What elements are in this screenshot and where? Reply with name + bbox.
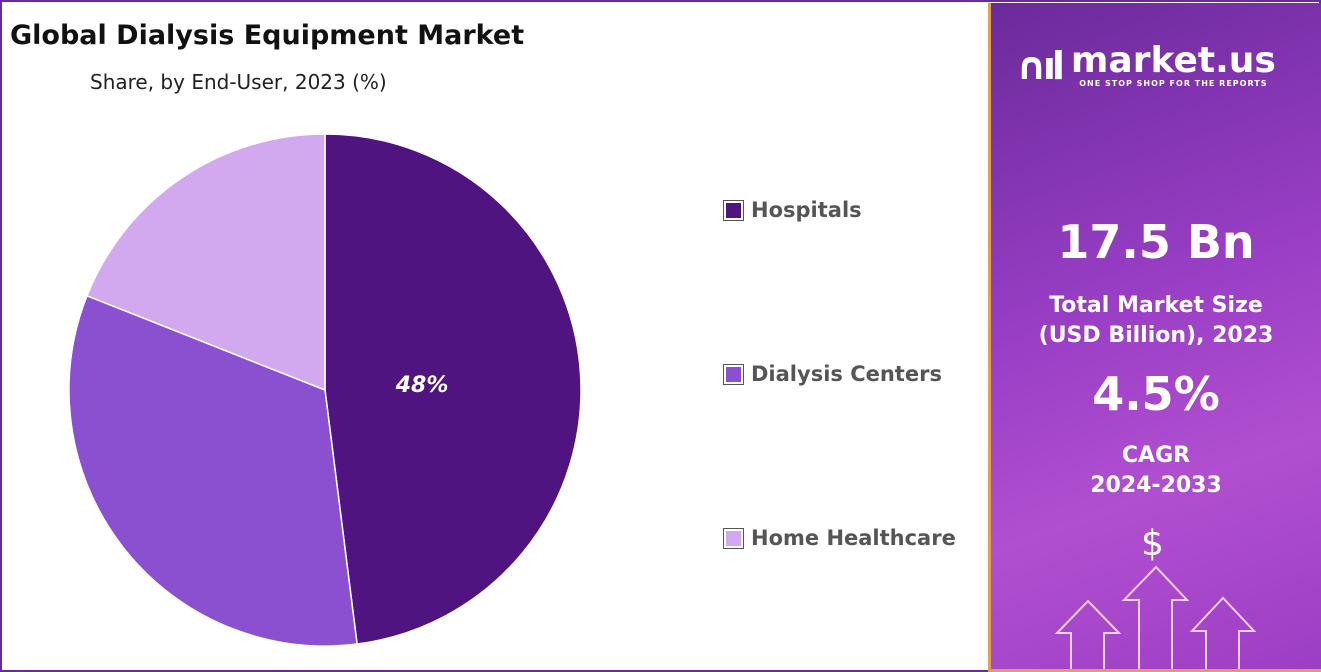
legend-item-hospitals: Hospitals: [723, 198, 862, 222]
legend-swatch: [723, 199, 744, 221]
stats-panel: ∩ıl market.us ONE STOP SHOP FOR THE REPO…: [988, 3, 1321, 672]
legend-swatch: [723, 527, 744, 549]
legend-label: Hospitals: [751, 198, 862, 222]
market-size-label-2: (USD Billion), 2023: [1038, 323, 1274, 348]
pie-chart: 48%: [68, 133, 582, 647]
pie-slice-dialysis-centers: [68, 294, 358, 647]
logo-icon: ∩ıl: [1016, 43, 1065, 88]
logo-name: market.us: [1070, 40, 1276, 81]
legend-label: Dialysis Centers: [751, 362, 942, 386]
cagr-period: 2024-2033: [1090, 473, 1222, 498]
cagr-label: CAGR: [1121, 443, 1191, 468]
growth-arrows-icon: [1054, 565, 1257, 669]
chart-subtitle: Share, by End-User, 2023 (%): [90, 70, 387, 94]
legend-item-home-healthcare: Home Healthcare: [723, 526, 956, 550]
legend-item-dialysis-centers: Dialysis Centers: [723, 362, 942, 386]
logo-tagline: ONE STOP SHOP FOR THE REPORTS: [1079, 79, 1268, 88]
logo: ∩ıl market.us ONE STOP SHOP FOR THE REPO…: [1016, 40, 1276, 89]
market-size-label-1: Total Market Size: [1049, 293, 1263, 318]
legend-swatch: [723, 363, 744, 385]
pie-slice-home-healthcare: [86, 133, 326, 392]
market-size-value: 17.5 Bn: [1057, 215, 1255, 269]
legend-label: Home Healthcare: [751, 526, 956, 550]
pie-slice-hospitals: [324, 133, 582, 645]
cagr-value: 4.5%: [1092, 367, 1220, 421]
chart-title: Global Dialysis Equipment Market: [10, 20, 525, 51]
data-label: 48%: [395, 373, 449, 398]
dollar-icon: $: [1141, 523, 1164, 564]
